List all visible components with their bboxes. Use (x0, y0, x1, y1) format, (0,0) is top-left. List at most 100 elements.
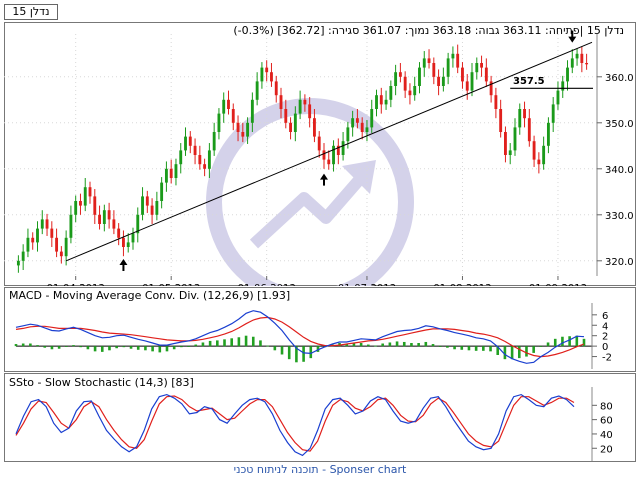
candle-body (45, 219, 49, 229)
macd-histogram-bar (553, 338, 557, 347)
candle-body (50, 228, 54, 238)
candle-body (207, 150, 211, 169)
macd-histogram-bar (575, 335, 579, 347)
candle-body (164, 168, 168, 183)
candle-body (470, 72, 474, 91)
macd-histogram-bar (287, 346, 291, 360)
candle-body (480, 63, 483, 68)
watermark-arrowhead (342, 160, 376, 194)
candle-body (36, 228, 39, 243)
candle-body (279, 95, 283, 109)
macd-histogram-bar (525, 346, 528, 357)
candle-body (446, 58, 450, 77)
candle-body (427, 58, 431, 63)
price-y-axis: 320.0 330.0 340.0 350.0 360.0 (596, 34, 634, 276)
macd-y-tick-label: 4 (602, 321, 608, 332)
candle-body (322, 150, 326, 160)
macd-y-tick-label: 2 (602, 332, 608, 343)
candle-body (16, 260, 20, 266)
candle-body (441, 76, 445, 86)
candle-body (379, 95, 383, 105)
symbol-selector[interactable]: נדלן 15 (4, 4, 58, 20)
macd-histogram-bar (93, 346, 97, 352)
macd-histogram-bar (57, 346, 61, 349)
macd-histogram-bar (352, 343, 356, 347)
candle-body (499, 109, 503, 132)
macd-histogram-bar (517, 346, 521, 359)
macd-histogram-bar (65, 346, 68, 347)
candle-body (136, 214, 140, 234)
macd-chart-svg: MACD - Moving Average Conv. Div. (12,26,… (4, 287, 636, 372)
macd-histogram-bar (460, 346, 464, 350)
candle-body (83, 187, 87, 206)
macd-histogram-bar (208, 340, 212, 347)
macd-y-tick-label: 6 (602, 311, 608, 322)
candle-body (155, 201, 159, 215)
price-y-tick-label: 360.0 (605, 73, 634, 84)
candle-body (475, 63, 479, 73)
price-x-tick-label: 01-05-2013 (142, 283, 200, 286)
macd-histogram-bar (302, 346, 305, 362)
macd-histogram-bar (187, 346, 190, 347)
candle-body (465, 81, 469, 91)
candle-body (580, 53, 584, 63)
macd-histogram-bar (316, 346, 320, 352)
macd-histogram-bar (496, 346, 500, 355)
macd-histogram-bar (482, 346, 485, 351)
stochastic-chart-svg: SSto - Slow Stochastic (14,3) [83] 80 60 4… (4, 373, 636, 462)
price-y-tick-label: 330.0 (605, 211, 634, 222)
price-x-tick-label: 01-06-2013 (238, 283, 296, 286)
candle-body (93, 196, 97, 215)
candle-body (336, 145, 340, 155)
candle-body (59, 251, 63, 257)
stochastic-series (15, 393, 575, 457)
candle-body (341, 141, 345, 155)
price-header: נדלן 15 |פתיחה: 363.11 גבוה: 363.18 נמוך… (233, 24, 624, 37)
candle-body (236, 122, 240, 132)
candle-body (193, 145, 197, 155)
candle-body (55, 237, 59, 252)
macd-panel-frame (4, 287, 636, 372)
candle-body (527, 118, 531, 142)
candle-body (327, 159, 331, 165)
macd-histogram-bar (165, 346, 169, 352)
candle-body (303, 99, 307, 105)
candle-body (508, 150, 512, 155)
candle-body (384, 99, 388, 105)
price-y-tick-label: 320.0 (605, 257, 634, 268)
candle-body (126, 242, 130, 247)
candle-body (188, 136, 192, 146)
price-annotations (65, 30, 593, 271)
candle-body (231, 109, 235, 123)
candle-body (64, 237, 68, 257)
macd-histogram-bar (474, 346, 478, 351)
candle-body (79, 201, 82, 206)
candle-body (284, 109, 288, 123)
candle-body (456, 53, 460, 68)
stochastic-y-tick-label: 60 (600, 416, 613, 427)
candle-body (489, 81, 493, 96)
candle-body (570, 58, 574, 68)
candle-body (198, 155, 202, 165)
candle-body (26, 237, 30, 252)
macd-histogram-bar (532, 346, 535, 353)
candle-body (451, 53, 455, 59)
stochastic-d-line (15, 395, 575, 452)
candle-body (394, 72, 398, 86)
macd-histogram-bar (194, 344, 198, 347)
macd-histogram-bar (158, 346, 162, 353)
candle-body (575, 53, 579, 59)
macd-histogram-bar (280, 346, 284, 355)
macd-histogram-bar (79, 346, 83, 348)
candle-body (107, 210, 111, 220)
candlestick-series (16, 44, 589, 273)
macd-histogram-bar (172, 346, 176, 350)
price-y-tick-label: 350.0 (605, 119, 634, 130)
candle-body (561, 81, 565, 91)
candle-body (532, 141, 536, 160)
candle-body (317, 136, 321, 151)
up-arrow-icon (119, 259, 128, 265)
candle-body (484, 67, 488, 82)
price-x-tick-label: 01-04-2013 (47, 283, 105, 286)
